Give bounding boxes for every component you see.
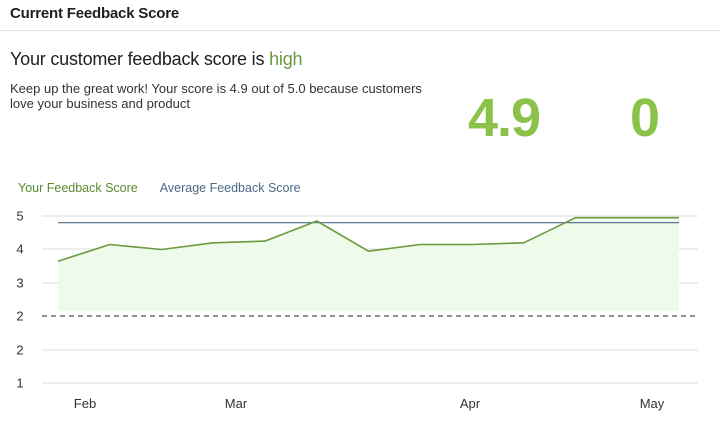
score-value: 4.9 bbox=[468, 88, 541, 148]
legend-average-score[interactable]: Average Feedback Score bbox=[159, 181, 301, 195]
x-tick-label: Mar bbox=[225, 396, 248, 411]
y-tick-label: 4 bbox=[16, 242, 23, 257]
headline-text: Your customer feedback score is bbox=[10, 49, 270, 69]
feedback-score-chart: 5 4 3 2 2 1 Feb Mar Apr May bbox=[16, 209, 698, 411]
score-area-fill bbox=[58, 217, 679, 311]
x-tick-label: May bbox=[640, 396, 665, 411]
score-level: high bbox=[269, 49, 303, 69]
your-score-line bbox=[57, 216, 679, 262]
y-tick-label: 1 bbox=[16, 376, 23, 391]
x-tick-label: Apr bbox=[460, 396, 481, 411]
y-tick-label: 2 bbox=[16, 309, 23, 324]
score-description: Keep up the great work! Your score is 4.… bbox=[10, 81, 422, 111]
y-tick-label: 5 bbox=[16, 209, 23, 224]
card-title: Current Feedback Score bbox=[10, 5, 179, 22]
chart-legend: Your Feedback Score Average Feedback Sco… bbox=[18, 181, 301, 195]
score-headline: Your customer feedback score is high bbox=[10, 49, 303, 70]
legend-your-score[interactable]: Your Feedback Score bbox=[18, 181, 138, 195]
y-tick-label: 3 bbox=[16, 276, 23, 291]
y-tick-label: 2 bbox=[16, 343, 23, 358]
secondary-value: 0 bbox=[630, 88, 660, 148]
card-header: Current Feedback Score bbox=[0, 0, 720, 31]
x-tick-label: Feb bbox=[74, 396, 96, 411]
